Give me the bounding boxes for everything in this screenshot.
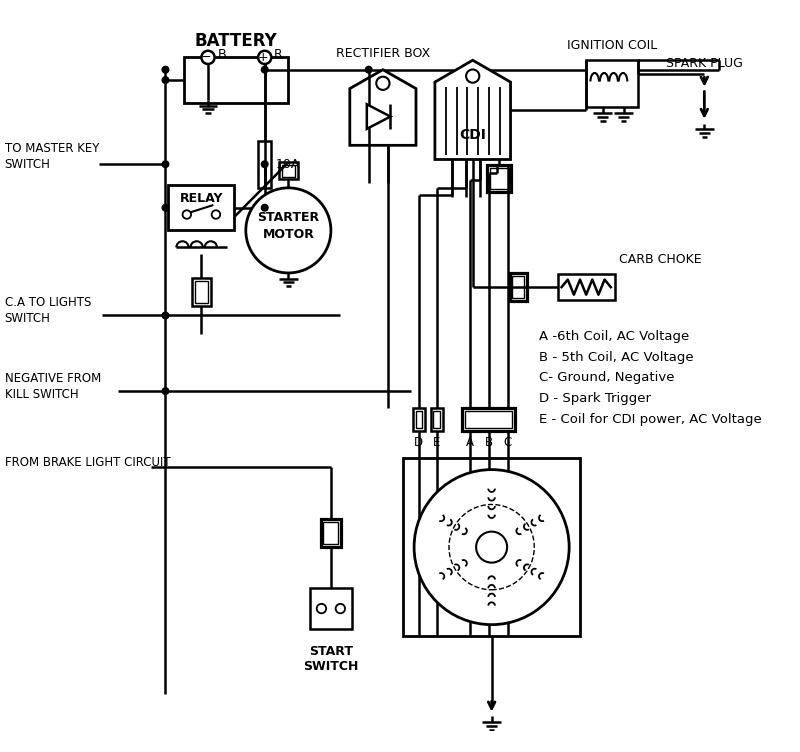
Text: START
SWITCH: START SWITCH xyxy=(303,644,358,672)
Text: D - Spark Trigger: D - Spark Trigger xyxy=(539,393,651,405)
Text: STARTER
MOTOR: STARTER MOTOR xyxy=(258,211,319,241)
Circle shape xyxy=(466,69,479,83)
Text: FROM BRAKE LIGHT CIRCUIT: FROM BRAKE LIGHT CIRCUIT xyxy=(5,456,170,468)
Polygon shape xyxy=(367,105,390,129)
Text: NEGATIVE FROM
KILL SWITCH: NEGATIVE FROM KILL SWITCH xyxy=(5,372,101,401)
Bar xyxy=(184,57,288,103)
Circle shape xyxy=(212,211,220,219)
Bar xyxy=(194,280,208,303)
Text: B: B xyxy=(218,48,226,61)
Bar xyxy=(415,411,422,429)
Circle shape xyxy=(246,188,331,273)
Text: −: − xyxy=(201,51,211,64)
Circle shape xyxy=(336,604,345,614)
Circle shape xyxy=(162,161,169,168)
Circle shape xyxy=(262,161,268,168)
Circle shape xyxy=(162,312,169,319)
Circle shape xyxy=(182,211,191,219)
Bar xyxy=(168,185,234,230)
Text: B - 5th Coil, AC Voltage: B - 5th Coil, AC Voltage xyxy=(539,350,694,363)
Bar xyxy=(321,519,342,547)
Bar xyxy=(279,162,298,179)
Circle shape xyxy=(414,469,569,625)
Text: RECTIFIER BOX: RECTIFIER BOX xyxy=(336,47,430,60)
Text: A: A xyxy=(466,435,474,448)
Bar xyxy=(430,408,443,432)
Bar xyxy=(487,165,511,192)
Text: R: R xyxy=(274,48,283,61)
Circle shape xyxy=(376,77,390,90)
Bar xyxy=(558,274,614,300)
Bar xyxy=(192,277,211,306)
Circle shape xyxy=(449,505,534,590)
Text: IGNITION COIL: IGNITION COIL xyxy=(567,38,658,52)
Bar xyxy=(402,458,581,636)
Bar xyxy=(282,165,295,177)
Circle shape xyxy=(317,604,326,614)
Circle shape xyxy=(262,66,268,73)
Circle shape xyxy=(202,51,214,64)
Bar xyxy=(510,273,526,302)
Bar xyxy=(513,276,524,299)
Polygon shape xyxy=(435,60,510,159)
Circle shape xyxy=(162,77,169,83)
Circle shape xyxy=(162,388,169,395)
Text: C: C xyxy=(503,435,512,448)
Circle shape xyxy=(162,205,169,211)
Text: RELAY: RELAY xyxy=(180,192,223,205)
Text: SPARK PLUG: SPARK PLUG xyxy=(666,56,742,70)
Bar xyxy=(490,168,509,189)
Text: E: E xyxy=(433,435,441,448)
Bar xyxy=(462,408,515,432)
Circle shape xyxy=(366,66,372,73)
Bar xyxy=(413,408,425,432)
Text: E - Coil for CDI power, AC Voltage: E - Coil for CDI power, AC Voltage xyxy=(539,413,762,426)
Circle shape xyxy=(258,51,271,64)
Text: C- Ground, Negative: C- Ground, Negative xyxy=(539,371,674,384)
Text: A -6th Coil, AC Voltage: A -6th Coil, AC Voltage xyxy=(539,330,689,343)
Bar xyxy=(465,411,513,429)
Text: D: D xyxy=(414,435,423,448)
Text: B: B xyxy=(485,435,493,448)
Text: CDI: CDI xyxy=(459,128,486,141)
Text: 10A: 10A xyxy=(276,158,301,171)
Circle shape xyxy=(162,66,169,73)
Text: TO MASTER KEY
SWITCH: TO MASTER KEY SWITCH xyxy=(5,142,99,171)
Bar xyxy=(434,411,440,429)
Bar xyxy=(258,141,271,188)
Circle shape xyxy=(476,532,507,562)
Text: CARB CHOKE: CARB CHOKE xyxy=(619,253,702,266)
Bar xyxy=(310,588,352,629)
Bar xyxy=(323,522,338,544)
Circle shape xyxy=(262,205,268,211)
Polygon shape xyxy=(350,70,416,145)
Bar xyxy=(429,567,448,586)
Bar xyxy=(586,60,638,108)
Text: +: + xyxy=(258,51,268,64)
Text: BATTERY: BATTERY xyxy=(195,32,278,50)
Text: C.A TO LIGHTS
SWITCH: C.A TO LIGHTS SWITCH xyxy=(5,296,91,326)
